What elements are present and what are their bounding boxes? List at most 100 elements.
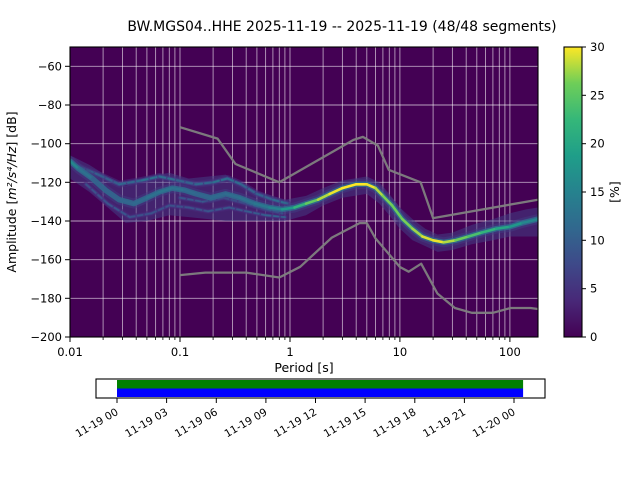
- plot-area: 0.01 0.1 1 10 100−60−80−100−120−140−160−180−…: [30, 46, 539, 359]
- y-tick-label: −60: [38, 59, 62, 73]
- ppsd-ridge-main-mode: [238, 196, 257, 205]
- ppsd-ridge-lower-mode: [168, 204, 190, 209]
- ppsd-ridge-main-mode: [280, 206, 296, 211]
- ppsd-ridge-main-mode: [316, 192, 332, 201]
- page-title: BW.MGS04..HHE 2025-11-19 -- 2025-11-19 (…: [127, 19, 556, 35]
- ppsd-ridge-main-mode: [183, 188, 198, 196]
- ppsd-ridge-lower-mode: [264, 214, 286, 219]
- ppsd-ridge-upper-mode: [97, 173, 121, 186]
- timeline-tick-label: 11-19 09: [223, 406, 270, 440]
- ppsd-ridge-main-mode: [170, 186, 186, 192]
- timeline-tick-label: 11-19 00: [74, 406, 121, 440]
- plot-frame: [69, 46, 539, 338]
- ppsd-ridge-upper-mode: [195, 181, 215, 186]
- ppsd-ridge-main-mode: [411, 227, 424, 238]
- ppsd-ridge-main-mode: [521, 217, 538, 225]
- ppsd-ridge-main-mode: [132, 196, 149, 205]
- ppsd-ridge-main-mode: [480, 227, 498, 234]
- x-axis-label: Period [s]: [274, 360, 333, 375]
- timeline-tick-label: 11-19 06: [173, 406, 220, 440]
- ppsd-ridge-main-mode: [194, 192, 212, 200]
- timeline-tick-label: 11-19 18: [371, 406, 418, 440]
- ppsd-ridge-main-mode: [508, 221, 524, 229]
- ppsd-ridge-main-mode: [104, 188, 121, 201]
- ppsd-ridge-lower-mode: [245, 210, 267, 217]
- ppsd-ridge-upper-mode: [140, 175, 161, 182]
- timeline-tick-label: 11-20 00: [471, 406, 518, 440]
- ppsd-ridge-main-mode: [431, 239, 446, 244]
- x-tick-label: 1: [286, 345, 293, 359]
- ppsd-ridge-lower-mode: [187, 206, 210, 213]
- ppsd-ridge-main-mode: [365, 183, 377, 190]
- y-tick-label: −180: [30, 291, 62, 305]
- y-axis-label: Amplitude [m²/s⁴/Hz] [dB]: [4, 111, 19, 272]
- ppsd-ridge-upper-mode: [176, 179, 198, 186]
- ppsd-ridge-main-mode: [304, 198, 320, 205]
- ppsd-ridge-main-mode: [381, 194, 394, 207]
- ppsd-ridge-lower-mode: [85, 183, 109, 205]
- ppsd-ridge-main-mode: [421, 235, 435, 242]
- y-tick-label: −100: [30, 137, 62, 151]
- x-tick-label: 0.01: [57, 345, 83, 359]
- ppsd-ridge-main-mode: [328, 186, 344, 196]
- ppsd-ridge-upper-mode: [255, 192, 274, 201]
- ppsd-ridge-main-mode: [442, 239, 457, 244]
- ppsd-ridge-main-mode: [253, 202, 271, 209]
- ppsd-ridge-main-mode: [70, 159, 80, 171]
- y-axis-label-prefix: Amplitude [: [4, 200, 19, 273]
- colorbar-tick-label: 15: [590, 185, 605, 199]
- ppsd-ridge-main-mode: [341, 183, 358, 190]
- ppsd-ridge-main-mode: [400, 217, 414, 230]
- x-tick-label: 100: [499, 345, 521, 359]
- x-tick-label: 0.1: [171, 345, 189, 359]
- timeline-tick-label: 11-19 03: [123, 406, 170, 440]
- x-tick-label: 10: [393, 345, 408, 359]
- y-axis-label-units: m²/s⁴/Hz: [4, 146, 19, 200]
- ppsd-ridge-main-mode: [454, 235, 470, 242]
- y-tick-label: −120: [30, 175, 62, 189]
- noise-models: [179, 126, 538, 314]
- ppsd-ridge-main-mode: [390, 204, 404, 221]
- colorbar-tick-label: 5: [590, 282, 597, 296]
- colorbar-tick-label: 0: [590, 330, 597, 344]
- ppsd-ridge-main-mode: [467, 231, 483, 238]
- colorbar-tick-label: 10: [590, 233, 605, 247]
- ppsd-ridge-main-mode: [494, 225, 512, 230]
- ppsd-ridge-main-mode: [117, 198, 136, 205]
- ppsd-ridge-main-mode: [209, 192, 227, 200]
- y-tick-label: −140: [30, 214, 62, 228]
- ppsd-ridge-main-mode: [293, 202, 308, 209]
- ppsd-histogram: [70, 155, 538, 252]
- ppsd-ridge-lower-mode: [207, 206, 231, 213]
- ppsd-ridge-main-mode: [374, 186, 385, 198]
- colorbar-tick-label: 20: [590, 137, 605, 151]
- colorbar-label: [%]: [607, 181, 622, 203]
- ppsd-ridge-lower-mode: [106, 202, 131, 219]
- y-tick-label: −200: [30, 330, 62, 344]
- timeline-tick-label: 11-19 21: [421, 406, 468, 440]
- noise-model-low: [179, 221, 538, 314]
- ppsd-ridge-main-mode: [224, 192, 242, 200]
- timeline-tick-label: 11-19 12: [272, 406, 319, 440]
- ppsd-ridge-main-mode: [268, 206, 284, 211]
- ppsd-ridge-main-mode: [158, 186, 174, 194]
- timeline-processed-segment: [117, 380, 524, 389]
- ppsd-ridge-main-mode: [145, 190, 161, 200]
- ppsd-ridge-upper-mode: [240, 183, 258, 195]
- y-axis: −60 −80 −100 −120 −140 −160 −180 −200: [30, 59, 70, 344]
- timeline-tick-label: 11-19 15: [322, 406, 369, 440]
- noise-model-high: [179, 126, 538, 220]
- colorbar-tick-label: 30: [590, 40, 605, 54]
- ppsd-ridge-lower-mode: [228, 206, 248, 213]
- colorbar: 0 5 10 15 20 25 30: [563, 40, 605, 344]
- ppsd-ridge-main-mode: [77, 167, 94, 180]
- ppsd-ridge-main-mode: [91, 177, 107, 192]
- ppsd-ridge-mid-mode: [179, 196, 204, 203]
- y-axis-label-suffix: ] [dB]: [4, 111, 19, 146]
- ppsd-ridge-upper-mode: [118, 179, 143, 186]
- ppsd-ridge-upper-mode: [212, 177, 229, 184]
- timeline-coverage-bar: 11-19 00 11-19 03 11-19 06 11-19 09 11-19 12…: [74, 378, 546, 440]
- ppsd-ridge-lower-mode: [128, 212, 153, 219]
